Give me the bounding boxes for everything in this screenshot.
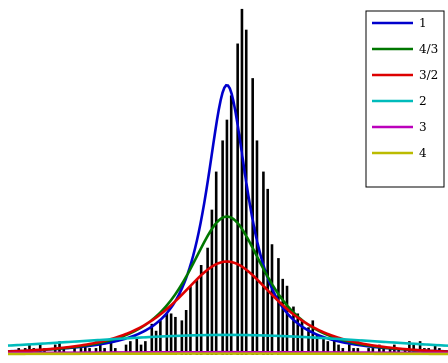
histogram-bar (240, 8, 244, 355)
series-line-4 (7, 333, 448, 348)
histogram-bar (337, 344, 340, 355)
histogram-bar (255, 140, 259, 355)
legend-label: 3 (419, 120, 427, 134)
legend-box (365, 10, 445, 188)
histogram-bar (165, 313, 169, 355)
histogram-bar (98, 344, 102, 355)
histogram-bar (266, 188, 270, 355)
legend-label: 4/3 (419, 42, 438, 56)
histogram-bar (315, 334, 319, 355)
histogram-bar (225, 119, 229, 355)
histogram-bar (124, 344, 128, 355)
histogram-bar (169, 313, 173, 355)
histogram-bar (418, 341, 422, 355)
histogram-bar (378, 344, 381, 355)
series-lines (7, 83, 448, 356)
histogram-bar (144, 341, 147, 355)
histogram-bar (296, 313, 300, 355)
histogram-bar (199, 265, 203, 355)
histogram-bar (154, 330, 158, 355)
histogram-bar (180, 320, 184, 355)
legend: 1 4/3 3/2 2 3 4 (365, 10, 445, 188)
histogram-bar (236, 43, 239, 355)
histogram-bar (285, 285, 289, 355)
histogram-bar (326, 341, 330, 355)
histogram-bar (210, 209, 214, 355)
legend-label: 1 (419, 16, 427, 30)
histogram-bar (408, 341, 411, 355)
histogram-bar (244, 29, 248, 355)
histogram-bar (292, 306, 295, 355)
histogram-bar (135, 337, 139, 355)
histogram-bar (189, 285, 192, 355)
histogram-bar (332, 341, 336, 355)
histogram-bar (322, 337, 325, 355)
histogram-bar (150, 323, 154, 355)
histogram-bar (281, 278, 285, 355)
histogram-bar (109, 341, 113, 355)
histogram-bar (195, 278, 199, 355)
histogram-bar (184, 310, 188, 355)
histogram-bar (347, 344, 351, 355)
histogram-bar (83, 344, 87, 355)
histogram-bar (229, 95, 233, 355)
histogram-bar (129, 341, 132, 355)
histogram-bar (270, 244, 274, 355)
histogram-bar (221, 140, 224, 355)
series-line-3 (7, 260, 448, 353)
legend-label: 2 (419, 94, 427, 108)
histogram-bar (277, 258, 280, 355)
histogram-bar (206, 247, 209, 355)
histogram-bar (307, 327, 310, 355)
histogram-bar (139, 344, 143, 355)
legend-label: 4 (419, 146, 427, 160)
legend-label: 3/2 (419, 68, 438, 82)
